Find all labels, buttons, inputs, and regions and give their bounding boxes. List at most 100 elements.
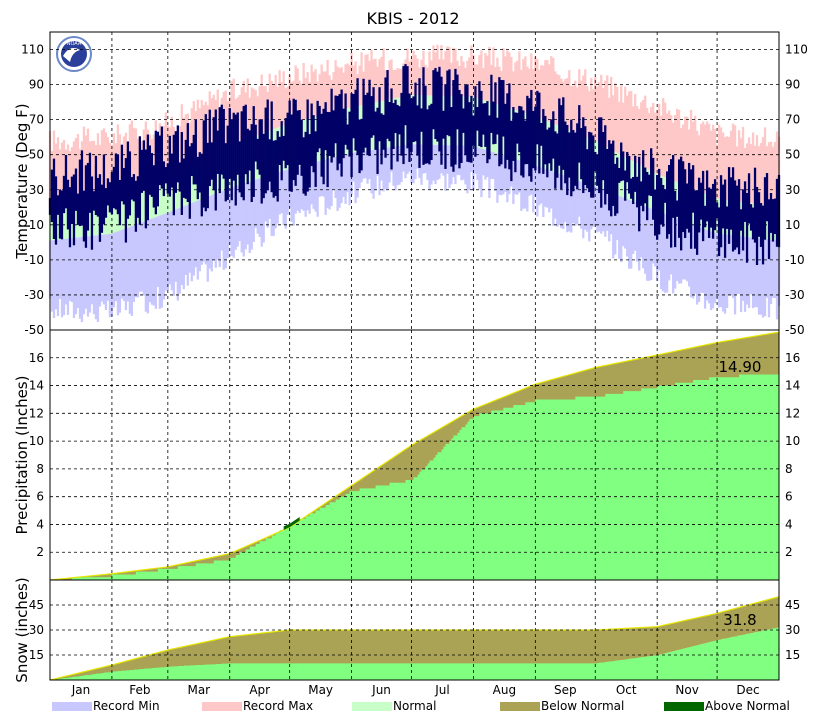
observed-temp-bar <box>160 126 163 189</box>
record-min-bar <box>198 199 201 272</box>
record-min-bar <box>270 174 273 237</box>
observed-temp-bar <box>98 174 102 242</box>
observed-temp-bar <box>394 99 397 134</box>
record-min-bar <box>216 192 219 260</box>
observed-temp-bar <box>138 136 142 225</box>
normal-bar <box>106 199 110 235</box>
record-min-bar <box>370 150 373 194</box>
legend: Record Min Record Max Normal Below Normal Ab… <box>52 699 790 713</box>
record-min-bar <box>76 237 80 309</box>
record-max-bar <box>761 137 765 206</box>
record-min-bar <box>124 228 128 311</box>
record-max-bar <box>278 70 281 127</box>
record-max-bar <box>232 78 235 145</box>
record-max-bar <box>588 91 591 139</box>
record-min-bar <box>186 204 189 286</box>
record-max-bar <box>282 71 285 126</box>
record-min-bar <box>687 222 691 287</box>
record-min-bar <box>498 154 501 195</box>
observed-temp-bar <box>769 192 773 233</box>
observed-temp-bar <box>122 167 126 205</box>
record-max-bar <box>360 52 363 106</box>
record-min-bar <box>540 167 543 204</box>
record-min-bar <box>707 230 711 304</box>
record-max-bar <box>372 59 375 103</box>
record-min-bar <box>308 163 311 214</box>
legend-label-3: Below Normal <box>541 699 624 713</box>
observed-temp-bar <box>144 149 148 229</box>
observed-temp-bar <box>270 101 273 193</box>
record-min-bar <box>54 239 58 310</box>
record-min-bar <box>372 149 375 199</box>
precipitation-ytick-right-2: 12 <box>785 406 800 420</box>
temperature-ytick-right-5: 10 <box>785 218 800 232</box>
record-min-bar <box>558 173 561 226</box>
observed-temp-bar <box>286 112 289 166</box>
record-max-bar <box>660 115 663 176</box>
observed-temp-bar <box>322 108 325 185</box>
record-max-bar <box>428 51 431 96</box>
observed-temp-bar <box>418 78 421 168</box>
record-min-bar <box>518 160 521 193</box>
observed-temp-bar <box>180 132 183 215</box>
observed-temp-bar <box>328 112 331 156</box>
record-max-bar <box>72 141 76 204</box>
normal-bar <box>142 186 146 222</box>
record-min-bar <box>168 211 171 285</box>
observed-temp-bar <box>723 179 727 258</box>
record-max-bar <box>695 130 699 191</box>
record-min-bar <box>462 145 465 180</box>
observed-temp-bar <box>590 132 593 198</box>
record-min-bar <box>132 225 136 302</box>
record-max-bar <box>308 82 311 119</box>
observed-temp-bar <box>675 200 679 217</box>
observed-temp-bar <box>168 135 171 197</box>
record-min-bar <box>560 174 563 229</box>
observed-temp-bar <box>476 107 479 131</box>
record-min-bar <box>338 156 341 208</box>
observed-temp-bar <box>434 68 437 140</box>
observed-temp-bar <box>74 168 78 211</box>
record-min-bar <box>74 237 78 315</box>
precipitation-ytick-left-4: 8 <box>36 462 44 476</box>
temperature-ytick-left-1: 90 <box>29 78 44 92</box>
snow-normal-line <box>49 596 780 681</box>
record-min-bar <box>699 227 703 293</box>
record-max-bar <box>466 60 469 97</box>
record-max-bar <box>96 133 100 201</box>
record-max-bar <box>634 93 637 163</box>
observed-temp-bar <box>66 179 70 230</box>
record-max-bar <box>400 68 403 98</box>
observed-temp-bar <box>711 183 715 239</box>
record-min-bar <box>52 240 56 319</box>
observed-temp-bar <box>745 193 749 263</box>
record-max-bar <box>636 106 639 164</box>
precipitation-ytick-left-5: 6 <box>36 490 44 504</box>
record-max-bar <box>572 85 575 132</box>
observed-temp-bar <box>664 189 667 203</box>
record-max-bar <box>566 78 569 130</box>
noaa-logo: NOAA <box>56 36 92 72</box>
observed-temp-bar <box>731 167 735 252</box>
record-min-bar <box>644 206 647 274</box>
observed-temp-bar <box>562 97 565 170</box>
record-min-bar <box>266 175 269 228</box>
observed-temp-bar <box>594 151 597 172</box>
observed-temp-bar <box>176 125 179 183</box>
record-min-bar <box>126 227 130 302</box>
record-max-bar <box>284 88 287 125</box>
observed-temp-bar <box>753 167 757 243</box>
observed-temp-bar <box>620 142 623 182</box>
observed-temp-bar <box>542 109 545 174</box>
record-min-bar <box>268 175 271 219</box>
record-min-bar <box>292 167 295 226</box>
observed-temp-bar <box>610 143 613 217</box>
record-min-bar <box>512 158 515 205</box>
observed-temp-bar <box>670 159 673 248</box>
observed-temp-bar <box>526 95 529 165</box>
record-min-bar <box>310 163 313 205</box>
observed-temp-bar <box>200 153 203 217</box>
record-min-bar <box>765 239 769 298</box>
record-max-bar <box>677 109 681 183</box>
observed-temp-bar <box>771 199 775 242</box>
